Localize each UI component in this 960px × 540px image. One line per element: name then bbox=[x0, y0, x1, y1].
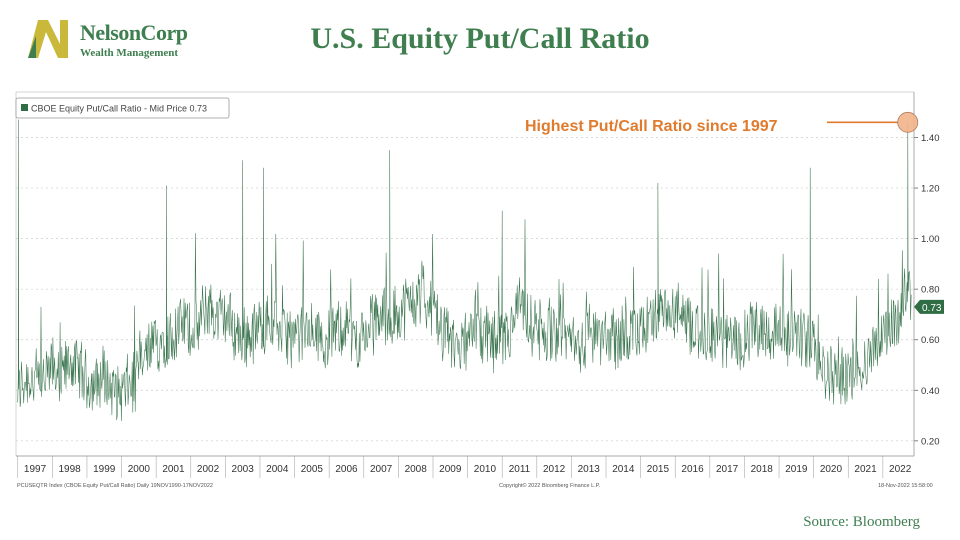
y-axis: 0.20 0.40 0.60 0.80 1.00 1.20 1.40 bbox=[913, 92, 940, 456]
annotation-marker bbox=[897, 111, 919, 133]
x-axis: 1997 1998 1999 2000 2001 2002 2003 2004 2005 2006… bbox=[16, 455, 914, 478]
series-area bbox=[17, 119, 912, 422]
x-tick-label: 2016 bbox=[681, 464, 704, 475]
x-tick-label: 2009 bbox=[439, 464, 462, 475]
x-tick-label: 2000 bbox=[128, 464, 151, 475]
badge-value: 0.73 bbox=[922, 303, 942, 314]
badge-shape bbox=[914, 299, 944, 314]
source-note: Source: Bloomberg bbox=[803, 514, 920, 530]
x-tick-label: 2001 bbox=[162, 464, 185, 475]
annotation: Highest Put/Call Ratio since 1997 bbox=[525, 111, 919, 135]
series-line bbox=[17, 119, 912, 422]
logo-name: NelsonCorp bbox=[80, 20, 188, 45]
plot-area bbox=[15, 91, 915, 457]
x-tick-label: 2002 bbox=[197, 464, 220, 475]
x-tick-label: 2012 bbox=[543, 464, 566, 475]
x-tick-label: 2019 bbox=[785, 464, 808, 475]
x-tick-label: 2018 bbox=[751, 464, 774, 475]
y-tick-label: 0.20 bbox=[921, 436, 940, 447]
legend-box bbox=[15, 97, 230, 119]
x-tick-label: 1997 bbox=[24, 464, 47, 475]
legend-swatch bbox=[21, 104, 28, 111]
x-tick-label: 2020 bbox=[820, 464, 843, 475]
legend: CBOE Equity Put/Call Ratio - Mid Price 0… bbox=[15, 97, 230, 119]
y-tick-label: 1.20 bbox=[921, 184, 940, 195]
y-tick-label: 1.40 bbox=[921, 133, 940, 144]
y-tick-label: 0.60 bbox=[921, 335, 940, 346]
current-value-badge: 0.73 bbox=[914, 299, 944, 314]
x-tick-label: 1998 bbox=[59, 464, 82, 475]
x-tick-label: 2011 bbox=[509, 464, 531, 475]
x-tick-label: 2013 bbox=[578, 464, 601, 475]
x-tick-label: 2005 bbox=[301, 464, 324, 475]
x-tick-label: 1999 bbox=[93, 464, 116, 475]
x-tick-label: 2010 bbox=[474, 464, 497, 475]
x-tick-label: 2021 bbox=[854, 464, 877, 475]
annotation-text: Highest Put/Call Ratio since 1997 bbox=[525, 118, 778, 135]
put-call-chart: 0.200.400.600.801.001.201.40 1997 1998 199… bbox=[15, 91, 944, 489]
footer-left: PCUSEQTR Index (CBOE Equity Put/Call Rat… bbox=[17, 483, 213, 489]
x-tick-label: 2017 bbox=[716, 464, 739, 475]
x-tick-label: 2003 bbox=[232, 464, 255, 475]
x-tick-label: 2008 bbox=[405, 464, 428, 475]
x-tick-label: 2007 bbox=[370, 464, 393, 475]
y-tick-label: 0.80 bbox=[921, 285, 940, 296]
x-tick-label: 2006 bbox=[335, 464, 358, 475]
logo-n-icon bbox=[28, 20, 68, 58]
page-title: U.S. Equity Put/Call Ratio bbox=[310, 22, 650, 55]
x-tick-label: 2015 bbox=[647, 464, 670, 475]
footer-center: Copyright© 2022 Bloomberg Finance L.P. bbox=[499, 482, 601, 489]
x-tick-label: 2022 bbox=[889, 464, 912, 475]
y-tick-label: 1.00 bbox=[921, 234, 940, 245]
y-tick-label: 0.40 bbox=[921, 386, 940, 397]
x-tick-label: 2004 bbox=[266, 464, 289, 475]
footer-right: 18-Nov-2022 15:58:00 bbox=[878, 483, 933, 489]
legend-label: CBOE Equity Put/Call Ratio - Mid Price 0… bbox=[31, 104, 207, 114]
logo-subtitle: Wealth Management bbox=[80, 47, 179, 59]
brand-logo: NelsonCorp Wealth Management bbox=[28, 16, 198, 62]
x-tick-label: 2014 bbox=[612, 464, 635, 475]
